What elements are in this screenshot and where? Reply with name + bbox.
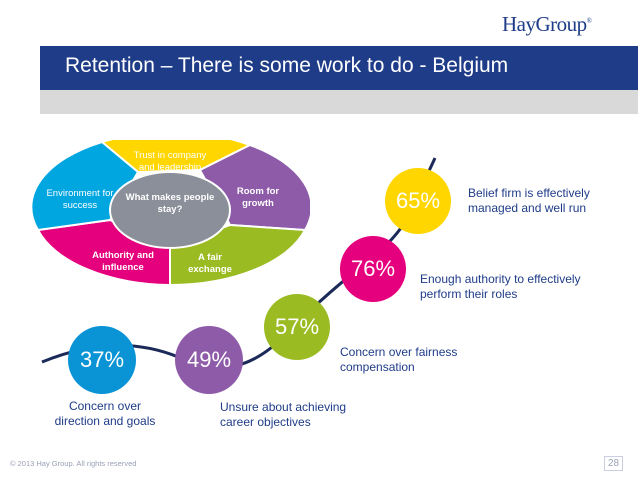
subtitle-band [40, 90, 638, 114]
caption-fairness: Concern over fairness compensation [340, 345, 458, 374]
title-band [40, 46, 638, 90]
step-circle-76: 76% [340, 236, 406, 302]
wheel-segment-trust [99, 140, 253, 174]
step-circle-37: 37% [68, 326, 136, 394]
wheel-label-environment: Environment for success [46, 188, 114, 211]
wheel-label-authority: Authority and influence [92, 250, 154, 273]
wheel-label-trust: Trust in company and leadership [133, 150, 207, 173]
copyright: © 2013 Hay Group. All rights reserved [10, 459, 137, 468]
page-number: 28 [604, 456, 624, 471]
step-circle-65: 65% [385, 168, 451, 234]
caption-direction: Concern over direction and goals [54, 399, 156, 428]
slide-title: Retention – There is some work to do - B… [65, 54, 509, 77]
caption-management: Belief firm is effectively managed and w… [468, 186, 590, 215]
wheel-center [109, 171, 231, 249]
caption-career: Unsure about achieving career objectives [220, 400, 347, 429]
logo-area [490, 12, 615, 42]
step-circle-57: 57% [264, 294, 330, 360]
wheel-label-growth: Room for growth [236, 186, 280, 209]
caption-authority: Enough authority to effectively perform … [420, 272, 581, 301]
wheel-label-exchange: A fair exchange [188, 252, 232, 275]
wheel-center-label: What makes people stay? [125, 192, 215, 215]
retention-wheel [30, 140, 310, 287]
haygroup-logo: HayGroup® [502, 12, 592, 36]
step-circle-49: 49% [175, 326, 243, 394]
